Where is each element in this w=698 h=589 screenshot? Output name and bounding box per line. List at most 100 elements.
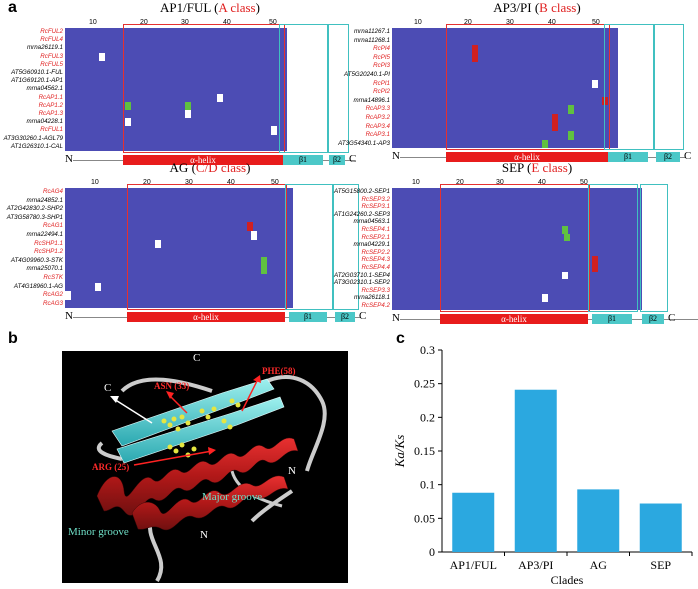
sequence-bar bbox=[392, 195, 642, 204]
sequence-bar bbox=[65, 44, 287, 53]
beta1-region-box bbox=[285, 184, 333, 311]
sequence-label: mrna04563.1 bbox=[353, 218, 390, 226]
residue-highlight bbox=[542, 139, 548, 149]
y-tick-label: 0 bbox=[429, 545, 435, 559]
block-title: AP1/FUL (A class) bbox=[160, 0, 260, 15]
sequence-bar bbox=[392, 218, 642, 226]
sequence-label: RcPI4 bbox=[373, 45, 390, 53]
alignment-ap1-ful: AP1/FUL (A class) 10 20 30 40 50 RcFUL2 RcFUL4 m… bbox=[4, 0, 356, 174]
alpha-helix-bar: α-helix bbox=[127, 312, 285, 323]
sequence-bar bbox=[65, 248, 293, 257]
block-title: AP3/PI (B class) bbox=[493, 0, 581, 15]
residue-highlight bbox=[217, 93, 223, 102]
sequence-label: RcAG2 bbox=[43, 291, 63, 299]
beta1-bar: β1 bbox=[592, 313, 632, 324]
residue-highlight bbox=[185, 110, 191, 119]
position-tick: 20 bbox=[140, 19, 148, 26]
position-tick: 40 bbox=[538, 179, 546, 186]
x-tick-label: AG bbox=[590, 558, 608, 572]
residue-highlight bbox=[542, 294, 548, 302]
sequence-label: RcAP1.2 bbox=[38, 101, 63, 109]
sequence-bar bbox=[392, 131, 618, 140]
residue-highlight bbox=[261, 265, 267, 274]
sequence-label: mrna04228.1 bbox=[26, 118, 63, 126]
sequence-bar bbox=[65, 36, 287, 45]
sequence-bar bbox=[65, 134, 287, 143]
sequence-label: AT2G42830.2-SHP2 bbox=[6, 205, 63, 213]
sequence-bar bbox=[392, 71, 618, 80]
sequence-label: RcSEP4.3 bbox=[361, 256, 390, 264]
sequence-label: mrna26119.1 bbox=[26, 44, 63, 52]
sequence-label: mrna11267.1 bbox=[353, 28, 390, 35]
alpha-helix-bar: α-helix bbox=[440, 313, 588, 324]
sequence-label: mrna26118.1 bbox=[353, 294, 390, 302]
c-terminus-label: C bbox=[684, 150, 692, 163]
sequence-label: RcSEP4.2 bbox=[361, 302, 390, 309]
sequence-bar bbox=[65, 213, 293, 223]
sequence-bar bbox=[65, 299, 293, 309]
residue-highlight bbox=[592, 256, 598, 264]
arg-25-label: ARG (25) bbox=[92, 462, 130, 472]
position-tick: 30 bbox=[185, 179, 193, 186]
sequence-bar bbox=[392, 210, 642, 219]
sequence-bar bbox=[392, 271, 642, 280]
beta2-bar: β2 bbox=[656, 152, 680, 163]
residue-highlight bbox=[562, 226, 568, 234]
structure-n-terminus-label-2: N bbox=[200, 529, 208, 541]
sequence-label: RcSEP4.4 bbox=[361, 264, 390, 271]
helix-region-box bbox=[127, 184, 287, 311]
position-tick: 40 bbox=[227, 179, 235, 186]
residue-highlight bbox=[125, 101, 131, 110]
panel-c-letter: c bbox=[396, 330, 405, 347]
beta2-region-box bbox=[654, 24, 684, 151]
sequence-bar bbox=[65, 196, 293, 206]
asn-33-label: ASN (33) bbox=[154, 381, 190, 391]
residue-highlight bbox=[155, 239, 161, 249]
position-tick: 10 bbox=[414, 19, 422, 26]
alpha-helix-bar: α-helix bbox=[123, 155, 283, 165]
major-groove-label: Major groove bbox=[202, 491, 263, 503]
sequence-label: AT4G09960.3-STK bbox=[10, 256, 63, 264]
mads-domain-structure-image: C C ASN (33) PHE(58) ARG (25) N N Major … bbox=[62, 351, 348, 583]
structure-c-terminus-label-2: C bbox=[104, 382, 112, 394]
sequence-bar bbox=[392, 105, 618, 114]
residue-highlight bbox=[562, 271, 568, 280]
sequence-bar bbox=[392, 279, 642, 287]
sequence-bar bbox=[392, 79, 618, 89]
sequence-bar bbox=[65, 60, 287, 69]
position-tick: 50 bbox=[269, 19, 277, 26]
sequence-bar bbox=[65, 265, 293, 274]
position-tick: 50 bbox=[271, 179, 279, 186]
residue-highlight bbox=[592, 264, 598, 272]
position-tick: 30 bbox=[496, 179, 504, 186]
position-tick: 30 bbox=[181, 19, 189, 26]
sequence-label: RcFUL3 bbox=[40, 52, 63, 60]
sequence-label: RcAG4 bbox=[43, 188, 63, 195]
sequence-bar bbox=[392, 62, 618, 71]
n-terminus-label: N bbox=[65, 153, 73, 165]
alignment-sep: SEP (E class) 10 20 30 40 50 AT5G15800.2-SEP1 R… bbox=[334, 160, 698, 334]
residue-highlight bbox=[602, 96, 608, 106]
sequence-label: RcPI5 bbox=[373, 53, 390, 61]
sequence-label: RcAG3 bbox=[43, 299, 63, 307]
bar bbox=[452, 492, 495, 552]
c-terminus-label: C bbox=[359, 310, 367, 323]
sequence-bar bbox=[65, 188, 293, 197]
beta1-region-box bbox=[604, 24, 654, 151]
x-tick-label: AP1/FUL bbox=[450, 558, 497, 572]
sequence-bar bbox=[65, 256, 293, 266]
sequence-label: RcSEP4.1 bbox=[361, 226, 390, 233]
sequence-label: RcSHP1.2 bbox=[34, 248, 63, 256]
structure-c-terminus-label-1: C bbox=[193, 352, 201, 364]
beta2-region-box bbox=[640, 184, 668, 312]
sequence-bar bbox=[392, 96, 618, 106]
residue-highlight bbox=[251, 231, 257, 240]
helix-region-box bbox=[446, 24, 610, 151]
sequence-bar bbox=[392, 139, 618, 149]
position-tick: 20 bbox=[143, 179, 151, 186]
sequence-bar bbox=[65, 282, 293, 292]
sequence-label: mrna14896.1 bbox=[353, 96, 390, 104]
sequence-label: RcFUL2 bbox=[40, 28, 63, 35]
sequence-bar bbox=[392, 241, 642, 249]
helix-region-box bbox=[123, 24, 285, 153]
